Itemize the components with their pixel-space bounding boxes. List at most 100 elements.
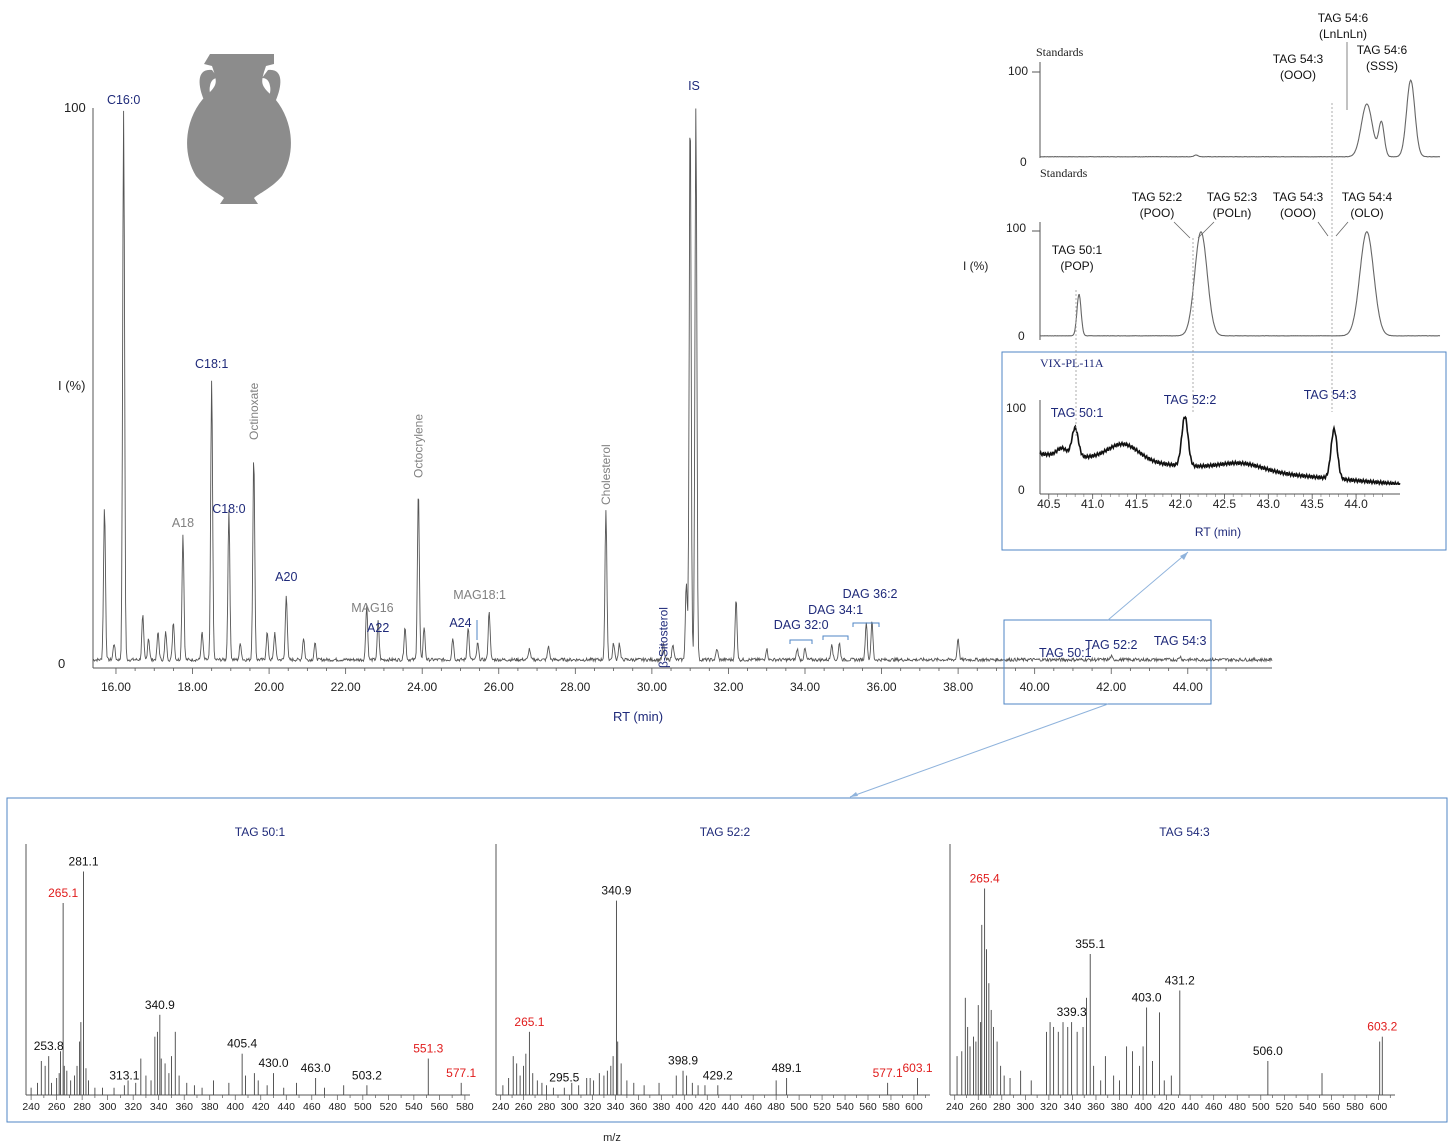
main-trace	[92, 108, 1273, 663]
main-xtick-label: 16.00	[101, 680, 131, 694]
ms-xtick-label: 520	[813, 1101, 831, 1113]
ms-xtick-label: 320	[584, 1101, 602, 1113]
main-peak-label: C18:0	[212, 502, 245, 516]
ms-xtick-label: 540	[405, 1101, 423, 1113]
main-peak-label: β-Sitosterol	[656, 607, 670, 668]
ms-peak-label: 265.1	[48, 886, 78, 900]
main-xtick-label: 20.00	[254, 680, 284, 694]
main-xlabel: RT (min)	[613, 709, 663, 724]
ms-peak-label: 551.3	[413, 1042, 443, 1056]
ms-xtick-label: 460	[744, 1101, 762, 1113]
sample-xtick-label: 43.0	[1257, 497, 1281, 511]
ms-xtick-label: 320	[1040, 1101, 1058, 1113]
ms-title: TAG 54:3	[1159, 825, 1210, 839]
ms-xtick-label: 400	[676, 1101, 694, 1113]
std2-label: TAG 52:2	[1132, 190, 1183, 204]
main-peak-label: A18	[172, 516, 194, 530]
ms-xlabel: m/z	[603, 1132, 621, 1144]
std1-ytick-0: 0	[1020, 155, 1027, 169]
std2-leader	[1317, 221, 1329, 237]
main-xtick-label: 44.00	[1173, 680, 1203, 694]
ms-xtick-label: 360	[1087, 1101, 1105, 1113]
main-chromatogram: I (%) 100 0 RT (min) 16.00 18.00 20.00 22.0…	[58, 79, 1273, 724]
main-peak-label: MAG18:1	[453, 588, 506, 602]
sample-peak-label: TAG 50:1	[1051, 406, 1104, 420]
ms-xtick-label: 560	[431, 1101, 449, 1113]
ms-xtick-label: 260	[48, 1101, 66, 1113]
main-ytick-0: 0	[58, 656, 65, 671]
main-xtick-label: 36.00	[867, 680, 897, 694]
sample-xtick-label: 41.5	[1125, 497, 1149, 511]
main-xtick-label: 30.00	[637, 680, 667, 694]
ms-xtick-label: 280	[538, 1101, 556, 1113]
main-peak-label: C16:0	[107, 93, 140, 107]
main-peak-label: A20	[275, 570, 297, 584]
main-peak-labels: C16:0 A18 C18:1 C18:0 Octinoxate A20 MAG16 A22 O…	[107, 79, 1207, 668]
std2-ytick-0: 0	[1018, 329, 1025, 343]
ms-xtick-label: 600	[905, 1101, 923, 1113]
std2-label: TAG 52:3	[1207, 190, 1258, 204]
main-peak-label: C18:1	[195, 357, 228, 371]
sample-peak-label: TAG 54:3	[1304, 388, 1357, 402]
std1-label: TAG 54:3	[1273, 52, 1324, 66]
ms-xtick-label: 340	[150, 1101, 168, 1113]
ms-xtick-label: 600	[1370, 1101, 1388, 1113]
ms-peak-label: 577.1	[873, 1066, 903, 1080]
ms-peak-label: 398.9	[668, 1054, 698, 1068]
main-ytick-100: 100	[64, 100, 86, 115]
ms-xtick-label: 280	[993, 1101, 1011, 1113]
std1-peak-labels: TAG 54:6 (LnLnLn) TAG 54:3 (OOO) TAG 54:6 (SS…	[1273, 11, 1408, 110]
std2-label: TAG 54:4	[1342, 190, 1393, 204]
std2-label-sub: (POP)	[1060, 259, 1093, 273]
ms-peak-label: 603.1	[902, 1061, 932, 1075]
ms-xtick-label: 340	[607, 1101, 625, 1113]
ms-xtick-label: 420	[698, 1101, 716, 1113]
std2-leader	[1197, 221, 1215, 239]
ms-xtick-label: 580	[882, 1101, 900, 1113]
std2-ylabel: I (%)	[963, 259, 988, 273]
standards-1-title: Standards	[1036, 45, 1084, 59]
sample-xtick-label: 40.5	[1037, 497, 1061, 511]
ms-xtick-label: 520	[380, 1101, 398, 1113]
main-peak-label: Cholesterol	[599, 444, 613, 505]
ms-xtick-label: 240	[22, 1101, 40, 1113]
ms-peak-label: 506.0	[1253, 1044, 1283, 1058]
guide-lines	[1075, 103, 1333, 437]
ms-peak-label: 603.2	[1367, 1020, 1397, 1034]
dag-brackets	[476, 620, 880, 644]
main-peak-label: TAG 54:3	[1154, 634, 1207, 648]
ms-tag52-2-panel: TAG 52:2 240 260 280 300 320 340 360 380 400 420 44…	[492, 825, 933, 1113]
std2-leader	[1335, 221, 1349, 237]
ms-xtick-label: 380	[1111, 1101, 1129, 1113]
ms-xtick-label: 580	[456, 1101, 474, 1113]
main-ylabel: I (%)	[58, 378, 85, 393]
sample-peak-labels: TAG 50:1 TAG 52:2 TAG 54:3	[1051, 388, 1357, 420]
ms-peak-label: 577.1	[446, 1066, 476, 1080]
ms-peak-label: 403.0	[1132, 991, 1162, 1005]
main-xtick-label: 34.00	[790, 680, 820, 694]
arrowhead-lower	[850, 792, 858, 797]
sample-xtick-label: 42.5	[1213, 497, 1237, 511]
std1-label-sub: (SSS)	[1366, 59, 1398, 73]
ms-peak-label: 295.5	[549, 1071, 579, 1085]
main-peak-label: A22	[367, 621, 389, 635]
main-xtick-label: 32.00	[713, 680, 743, 694]
std1-trace	[1040, 79, 1441, 158]
ms-xtick-label: 360	[175, 1101, 193, 1113]
standards-2-panel: Standards 100 0 I (%) TAG 50:1(POP)TAG 5…	[963, 166, 1441, 343]
ms-xtick-label: 460	[303, 1101, 321, 1113]
ms-xtick-label: 400	[226, 1101, 244, 1113]
main-peak-label: TAG 52:2	[1085, 638, 1138, 652]
main-peak-label: IS	[688, 79, 700, 93]
ms-xtick-label: 300	[561, 1101, 579, 1113]
ms-peak-label: 355.1	[1075, 937, 1105, 951]
std2-label-sub: (OOO)	[1280, 206, 1316, 220]
ms-peak-label: 265.1	[514, 1015, 544, 1029]
main-peak-label: DAG 32:0	[774, 618, 829, 632]
sample-xtick-label: 43.5	[1301, 497, 1325, 511]
sample-xtick-label: 44.0	[1344, 497, 1368, 511]
ms-xtick-label: 240	[946, 1101, 964, 1113]
mass-spectra-box	[6, 797, 1448, 1123]
ms-xtick-label: 240	[492, 1101, 510, 1113]
